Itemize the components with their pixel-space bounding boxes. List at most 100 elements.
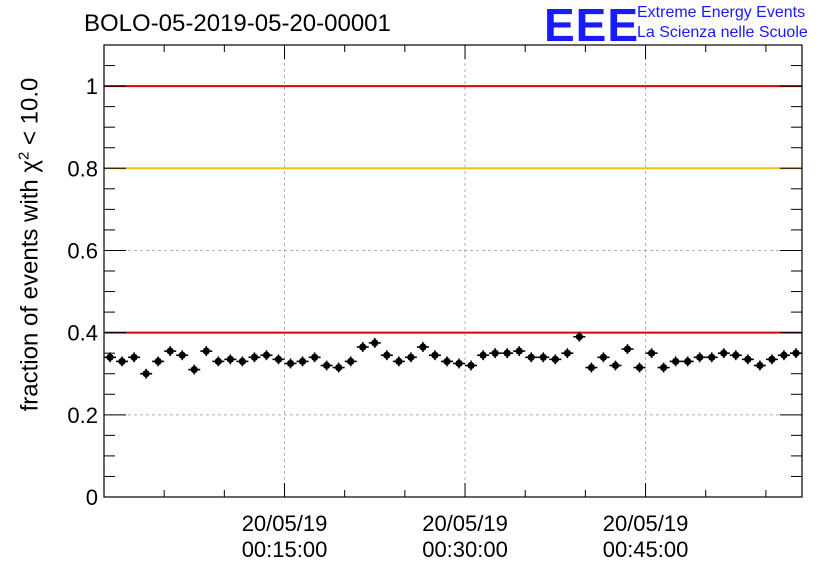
data-point [296, 356, 309, 367]
data-point [380, 350, 393, 361]
point-marker [455, 359, 463, 368]
data-point [513, 346, 526, 357]
data-point [320, 360, 333, 371]
point-marker [647, 349, 656, 357]
data-point [272, 354, 285, 365]
data-point [260, 350, 273, 361]
data-point [453, 358, 466, 369]
point-marker [756, 361, 764, 370]
data-point [116, 356, 129, 367]
x-tick-label-time: 00:45:00 [603, 537, 689, 562]
point-marker [744, 355, 752, 363]
data-point [392, 356, 405, 367]
point-marker [298, 357, 307, 365]
point-marker [660, 363, 668, 372]
point-marker [491, 349, 499, 357]
data-point [212, 356, 225, 367]
point-marker [371, 339, 379, 347]
point-marker [539, 353, 547, 361]
point-marker [780, 351, 788, 359]
data-point [236, 356, 249, 367]
point-marker [226, 355, 234, 363]
data-point [621, 344, 634, 355]
x-tick-label-time: 00:30:00 [422, 537, 508, 562]
point-marker [335, 363, 343, 372]
data-point [717, 348, 730, 359]
point-marker [563, 349, 571, 357]
y-axis-label-suffix: < 10.0 [16, 77, 44, 152]
point-marker [347, 357, 355, 365]
point-marker [286, 359, 295, 368]
point-marker [503, 349, 511, 357]
data-point [573, 331, 586, 342]
data-point [561, 348, 574, 359]
eee-logo: EEE Extreme Energy Events La Scienza nel… [544, 0, 834, 51]
data-point [549, 354, 562, 365]
data-point [104, 352, 117, 363]
data-point [308, 352, 321, 363]
point-marker [515, 347, 523, 355]
data-point [416, 342, 429, 352]
axes [103, 44, 803, 498]
y-tick-label: 0 [86, 485, 98, 510]
data-point [356, 342, 369, 352]
point-marker [575, 333, 583, 341]
point-marker [672, 357, 680, 365]
data-point [164, 346, 177, 357]
point-marker [623, 345, 632, 353]
eee-logo-line2: La Scienza nelle Scuole [637, 24, 808, 41]
data-point [693, 352, 706, 363]
point-marker [635, 363, 644, 372]
point-marker [154, 357, 162, 365]
point-marker [106, 353, 114, 361]
point-marker [407, 353, 415, 361]
data-point [645, 348, 658, 359]
point-marker [202, 347, 210, 355]
y-tick-label: 0.6 [67, 238, 98, 263]
point-marker [768, 355, 776, 363]
data-point [128, 352, 141, 363]
data-point [537, 352, 550, 363]
data-point [428, 350, 441, 361]
data-point [741, 354, 754, 365]
data-point [152, 356, 165, 367]
data-point [525, 352, 538, 363]
point-marker [527, 353, 535, 361]
x-tick-label-date: 20/05/19 [422, 511, 508, 536]
plot-frame [103, 44, 803, 498]
data-point [633, 362, 646, 373]
data-point [597, 352, 610, 363]
data-point [248, 352, 261, 363]
y-axis-label-sup: 2 [15, 151, 33, 161]
y-tick-label: 0.8 [67, 156, 98, 181]
point-marker [419, 343, 427, 351]
data-point [224, 354, 237, 365]
data-point [609, 360, 622, 371]
point-marker [142, 370, 150, 378]
point-marker [551, 355, 559, 363]
data-point [176, 350, 189, 361]
point-marker [479, 351, 487, 359]
point-marker [720, 349, 728, 357]
y-axis-label-prefix: fraction of events with χ [16, 160, 44, 412]
data-point [489, 348, 502, 359]
point-marker [118, 357, 126, 365]
x-tick-label-date: 20/05/19 [242, 511, 328, 536]
point-marker [190, 366, 198, 374]
y-axis-label: fraction of events with χ2 < 10.0 [16, 35, 45, 455]
data-point [657, 362, 670, 373]
data-point [585, 362, 598, 373]
point-marker [166, 347, 174, 355]
point-marker [359, 343, 367, 351]
data-point [729, 350, 742, 361]
point-marker [611, 361, 620, 370]
tick-labels: 00.20.40.60.8120/05/1900:15:0020/05/1900… [67, 74, 688, 562]
data-point [477, 350, 490, 361]
x-tick-label-time: 00:15:00 [242, 537, 328, 562]
data-point [368, 337, 381, 348]
point-marker [587, 363, 595, 372]
data-point [440, 356, 453, 367]
point-marker [250, 353, 259, 361]
data-point [705, 352, 718, 363]
